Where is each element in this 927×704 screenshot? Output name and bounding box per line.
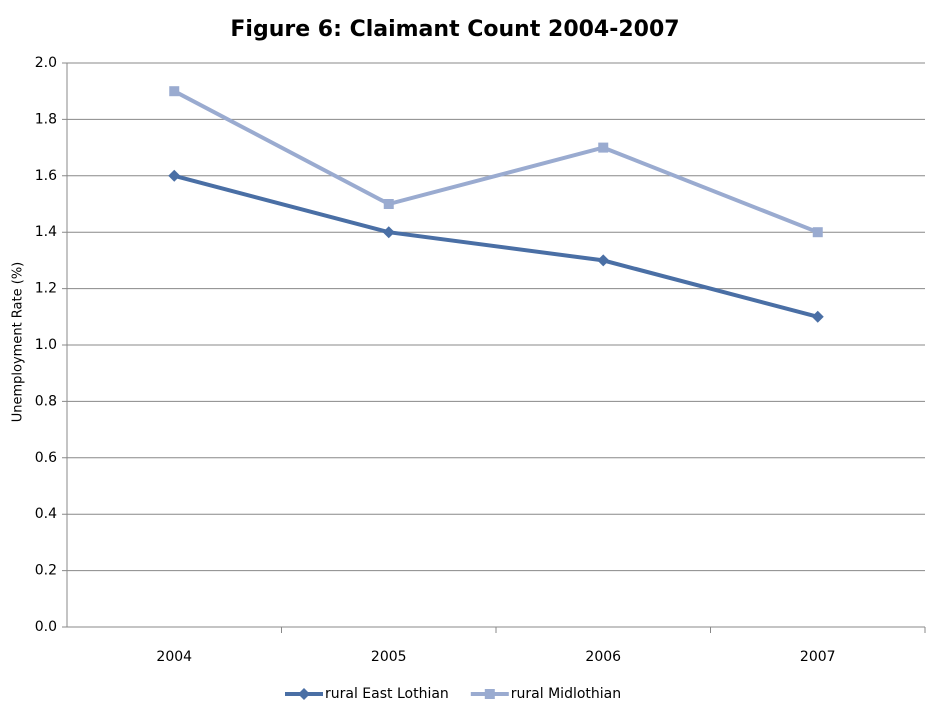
point xyxy=(811,310,824,323)
y-tick-label: 0.2 xyxy=(35,563,57,579)
point xyxy=(383,199,394,209)
legend-label: rural East Lothian xyxy=(325,686,449,702)
point xyxy=(597,254,610,267)
y-tick-label: 1.8 xyxy=(35,111,57,127)
series-line xyxy=(173,89,819,235)
x-tick-label: 2004 xyxy=(156,649,192,665)
point xyxy=(484,689,495,699)
y-tick-label: 1.6 xyxy=(35,168,57,184)
y-tick-label: 1.4 xyxy=(35,224,57,240)
y-tick-label: 2.0 xyxy=(35,55,57,71)
x-tick-label: 2007 xyxy=(800,649,836,665)
y-tick-label: 0.6 xyxy=(35,450,57,466)
legend-label: rural Midlothian xyxy=(511,686,621,702)
chart-title: Figure 6: Claimant Count 2004-2007 xyxy=(230,17,679,42)
x-tick-label: 2006 xyxy=(585,649,621,665)
point xyxy=(168,169,181,182)
point xyxy=(598,142,609,153)
point xyxy=(382,226,395,239)
y-tick-label: 0.0 xyxy=(35,619,57,635)
y-tick-label: 1.0 xyxy=(35,337,57,353)
point xyxy=(812,227,823,238)
y-axis-label: Unemployment Rate (%) xyxy=(11,262,26,423)
y-tick-label: 0.4 xyxy=(35,506,57,522)
point xyxy=(169,86,180,97)
y-tick-label: 0.8 xyxy=(35,393,57,409)
x-tick-label: 2005 xyxy=(371,649,407,665)
point xyxy=(298,688,310,700)
y-tick-label: 1.2 xyxy=(35,281,57,297)
series-line xyxy=(173,173,819,319)
